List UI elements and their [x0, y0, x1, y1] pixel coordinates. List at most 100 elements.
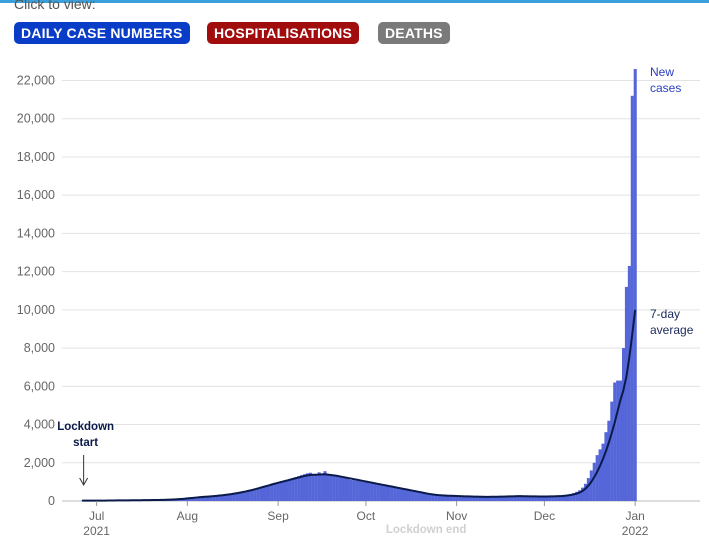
case-bar: [610, 401, 614, 501]
case-bar: [335, 476, 339, 501]
case-bar: [607, 420, 611, 501]
case-bar: [209, 496, 213, 501]
case-bar: [569, 493, 573, 501]
y-tick-label: 10,000: [17, 303, 55, 317]
case-bar: [528, 496, 532, 501]
case-bar: [531, 496, 535, 501]
case-bar: [194, 496, 198, 501]
case-bar: [273, 482, 277, 501]
case-bar: [455, 496, 459, 501]
case-bar: [270, 483, 274, 501]
case-bar: [513, 496, 517, 501]
seven-day-average-annotation: average: [650, 323, 694, 337]
new-cases-annotation: New: [650, 65, 674, 79]
case-bar: [598, 449, 602, 501]
case-bar: [352, 480, 356, 501]
case-bar: [185, 497, 189, 501]
seven-day-average-line: [82, 309, 637, 502]
case-bar: [566, 494, 570, 501]
case-bar: [276, 481, 280, 501]
case-bar: [554, 496, 558, 501]
case-bar: [206, 496, 210, 501]
y-tick-label: 6,000: [24, 379, 55, 393]
case-bar: [376, 483, 380, 501]
case-bar: [466, 496, 470, 501]
case-bar: [592, 462, 596, 501]
case-bar: [475, 496, 479, 501]
case-bar: [300, 475, 304, 501]
case-bar: [493, 496, 497, 501]
case-bar: [519, 495, 523, 501]
case-bar: [443, 495, 447, 501]
x-tick-label: Oct: [357, 509, 376, 523]
case-bar: [191, 497, 195, 501]
case-bar: [601, 443, 605, 501]
case-bar: [399, 488, 403, 501]
case-bar: [212, 495, 216, 501]
case-bar: [197, 496, 201, 501]
y-tick-label: 8,000: [24, 341, 55, 355]
case-bar: [604, 432, 608, 501]
case-bar: [534, 496, 538, 501]
case-bar: [414, 490, 418, 501]
lockdown-start-annotation: start: [73, 437, 98, 449]
click-to-view-label: Click to view:: [14, 0, 96, 12]
y-tick-label: 20,000: [17, 112, 55, 126]
case-bar: [501, 496, 506, 501]
case-bar: [481, 496, 485, 501]
case-bar: [317, 472, 321, 501]
case-bar: [563, 495, 567, 501]
x-tick-sublabel: 2022: [622, 524, 649, 538]
y-tick-label: 16,000: [17, 188, 55, 202]
case-bar: [373, 483, 377, 501]
case-bar: [282, 480, 286, 501]
case-bar: [308, 472, 312, 501]
case-bar: [235, 492, 239, 501]
case-bar: [478, 496, 482, 501]
case-bar: [341, 476, 345, 501]
case-bar: [238, 492, 242, 501]
case-bar: [218, 495, 222, 501]
case-bar: [402, 488, 406, 501]
case-bar: [261, 486, 266, 501]
x-tick-label: Jul: [89, 509, 104, 523]
case-bar: [621, 348, 626, 501]
case-bar: [411, 490, 415, 501]
case-bar: [297, 476, 301, 501]
case-bar: [545, 496, 549, 501]
case-bar: [346, 479, 350, 501]
daily-case-numbers-button[interactable]: DAILY CASE NUMBERS: [14, 22, 190, 44]
x-tick-label: Nov: [446, 509, 467, 523]
case-bar: [484, 496, 488, 501]
case-bar: [446, 495, 450, 501]
case-bar: [510, 496, 514, 501]
case-bar: [396, 487, 400, 501]
case-bar: [221, 494, 225, 501]
case-bar: [364, 482, 368, 501]
case-bar: [267, 484, 271, 501]
case-bar: [522, 496, 526, 501]
case-bar: [338, 477, 342, 501]
case-bar: [215, 495, 219, 501]
top-accent-bar: [0, 0, 709, 3]
case-bar: [463, 496, 468, 501]
case-bar: [496, 496, 500, 501]
case-bar: [390, 486, 394, 501]
lockdown-start-annotation: Lockdown: [57, 421, 114, 433]
case-bar: [589, 470, 593, 501]
case-bar: [542, 496, 547, 501]
deaths-button[interactable]: DEATHS: [378, 22, 450, 44]
case-bar: [507, 496, 511, 501]
hospitalisations-button[interactable]: HOSPITALISATIONS: [207, 22, 360, 44]
case-bar: [572, 492, 576, 501]
case-bar: [370, 483, 374, 501]
case-bar: [516, 495, 520, 501]
case-bar: [200, 496, 204, 501]
case-bar: [449, 495, 453, 501]
case-bar: [504, 496, 508, 501]
case-bar: [422, 492, 427, 501]
y-tick-label: 18,000: [17, 150, 55, 164]
case-bar: [203, 496, 207, 501]
case-bar: [226, 494, 230, 501]
